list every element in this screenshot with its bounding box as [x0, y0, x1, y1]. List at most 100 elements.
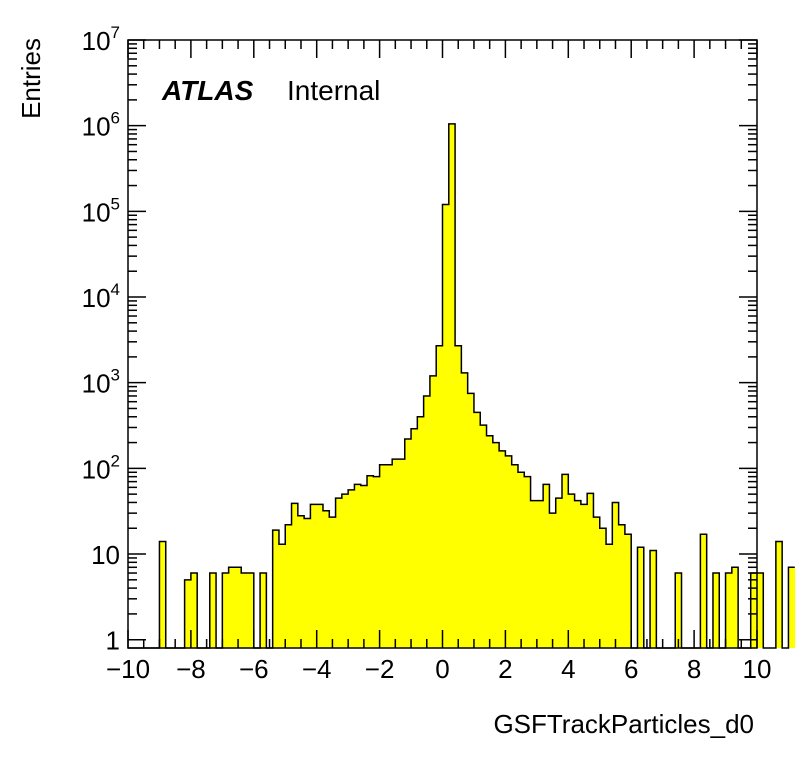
histogram-bar — [354, 484, 362, 648]
histogram-bar — [725, 573, 733, 648]
histogram-bar — [650, 550, 657, 648]
histogram-bar — [568, 494, 575, 648]
histogram-bar — [492, 442, 500, 648]
histogram-bar — [329, 517, 336, 648]
histogram-bar — [341, 494, 349, 648]
x-tick-label: −6 — [239, 654, 269, 684]
histogram-bar — [360, 485, 368, 648]
histogram-bar — [455, 345, 462, 648]
histogram-bar — [624, 534, 632, 648]
x-tick-label: −4 — [302, 654, 332, 684]
y-tick-label: 105 — [82, 194, 120, 227]
histogram-bar — [278, 544, 286, 648]
histogram-bar — [524, 476, 531, 648]
histogram-bar — [700, 534, 708, 648]
histogram-bar — [549, 513, 557, 648]
histogram-bar — [618, 524, 626, 648]
atlas-label: ATLAS — [161, 75, 254, 106]
histogram-bar — [423, 395, 431, 648]
histogram-bar — [373, 476, 380, 648]
histogram-bar — [587, 493, 594, 648]
histogram-bar — [480, 425, 487, 648]
histogram-bar — [511, 464, 519, 648]
axis-ticks — [127, 39, 758, 648]
histogram-bar — [442, 204, 450, 648]
y-tick-label: 102 — [82, 451, 120, 484]
histogram-bar — [712, 573, 720, 648]
histogram-bar — [222, 573, 230, 648]
histogram-bar — [612, 502, 620, 648]
histogram-bar — [461, 372, 469, 648]
histogram-bar — [392, 459, 399, 648]
histogram-bar — [417, 416, 425, 648]
histogram-bar — [367, 475, 374, 648]
histogram-bar — [788, 567, 796, 648]
histogram-bar — [436, 345, 443, 648]
x-tick-label: −2 — [365, 654, 395, 684]
x-tick-label: 0 — [435, 654, 449, 684]
histogram-bar — [297, 515, 305, 648]
y-tick-label: 107 — [82, 23, 120, 56]
histogram-bar — [184, 579, 192, 648]
histogram-bar — [637, 547, 645, 648]
histogram-bar — [580, 504, 588, 648]
histogram-bar — [473, 412, 481, 648]
histogram-bar — [411, 428, 418, 648]
histogram-bar — [555, 498, 563, 648]
histogram-bar — [234, 567, 242, 648]
histogram-bar — [574, 500, 582, 648]
histogram-bar — [316, 504, 324, 648]
histogram-bar — [593, 517, 601, 648]
x-tick-label: 10 — [743, 654, 772, 684]
y-tick-label: 106 — [82, 109, 120, 142]
histogram-bar — [675, 573, 682, 648]
histogram-bar — [272, 530, 280, 648]
y-axis-title: Entries — [16, 38, 46, 119]
histogram-bar — [159, 541, 167, 648]
x-tick-label: −8 — [176, 654, 206, 684]
histogram-bar — [599, 528, 607, 648]
histogram-bar — [379, 464, 387, 648]
x-tick-label: 6 — [624, 654, 638, 684]
x-tick-label: 4 — [561, 654, 575, 684]
histogram-bar — [467, 393, 475, 648]
histogram-bar — [385, 464, 393, 648]
histogram-bar — [241, 573, 248, 648]
histogram-bar — [348, 489, 355, 648]
histogram-bar — [310, 504, 318, 648]
histogram-bar — [247, 573, 255, 648]
histogram-bar — [260, 573, 267, 648]
x-axis-title: GSFTrackParticles_d0 — [493, 709, 754, 739]
internal-label: Internal — [287, 75, 380, 106]
histogram-bar — [448, 123, 456, 649]
histogram-bar — [505, 455, 513, 648]
histogram-bar — [404, 439, 412, 648]
histogram-bar — [304, 518, 311, 648]
x-tick-labels: −10 −8 −6 −4 −2 0 2 4 6 8 10 — [106, 654, 772, 684]
histogram-bar — [398, 459, 406, 648]
y-tick-label: 103 — [82, 366, 120, 399]
histogram-bar — [486, 435, 494, 648]
histogram-bar — [536, 500, 544, 648]
histogram-bar — [335, 498, 343, 648]
histogram-bar — [750, 573, 758, 648]
histogram-bar — [209, 573, 217, 648]
y-tick-label: 10 — [91, 540, 120, 570]
histogram-bar — [731, 567, 739, 648]
histogram-bar — [285, 524, 292, 648]
histogram-bar — [228, 567, 236, 648]
histogram-bars — [159, 123, 796, 649]
y-tick-label: 1 — [106, 626, 120, 656]
histogram-bar — [499, 450, 506, 648]
histogram-bar — [606, 544, 613, 648]
histogram-bar — [562, 474, 569, 648]
x-tick-label: 2 — [498, 654, 512, 684]
histogram-bar — [322, 510, 330, 648]
histogram-bar — [190, 573, 198, 648]
x-tick-label: 8 — [687, 654, 701, 684]
y-tick-label: 104 — [82, 280, 120, 313]
histogram-bar — [517, 472, 525, 648]
histogram-bar — [757, 573, 764, 648]
histogram-bar — [291, 503, 299, 648]
